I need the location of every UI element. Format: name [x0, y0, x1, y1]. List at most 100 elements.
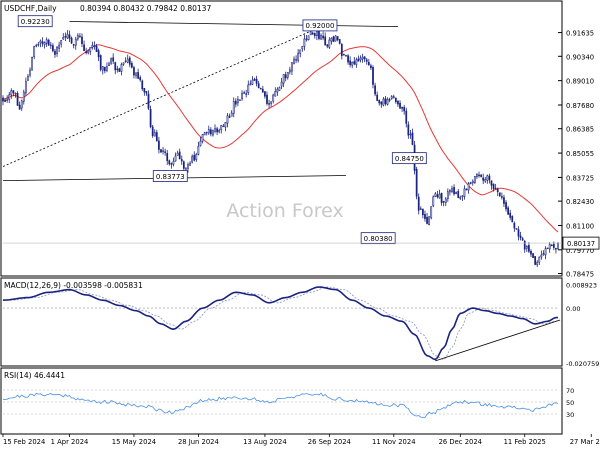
candle-body: [513, 222, 516, 229]
candle-body: [272, 94, 275, 102]
candle-body: [449, 190, 451, 193]
candle-body: [515, 228, 518, 230]
candle-body: [555, 247, 557, 250]
macd-tick-label: -0.020759: [566, 360, 599, 368]
candle-body: [550, 244, 553, 247]
candle-body: [118, 68, 121, 72]
price-panel-frame: [0, 0, 563, 277]
candle-body: [74, 38, 77, 46]
macd-panel-frame: [0, 277, 563, 367]
candle-body: [544, 248, 547, 256]
candle-body: [22, 91, 25, 102]
candle-body: [330, 37, 333, 42]
candle-body: [538, 256, 541, 263]
candle-body: [101, 66, 104, 71]
candle-body: [137, 72, 139, 79]
candle-body: [367, 61, 370, 66]
candle-body: [116, 68, 119, 71]
candle-body: [189, 162, 191, 166]
candle-body: [193, 154, 196, 161]
candle-body: [147, 93, 150, 109]
candle-body: [411, 132, 414, 145]
candle-body: [424, 213, 426, 219]
candle-body: [492, 183, 495, 190]
candle-body: [316, 31, 318, 37]
candle-body: [18, 104, 21, 110]
candle-body: [33, 46, 36, 57]
candle-body: [195, 154, 198, 160]
candle-body: [278, 87, 281, 91]
rsi-series: [2, 389, 559, 418]
candle-body: [482, 177, 485, 181]
rsi-tick-label: 70: [566, 387, 574, 395]
annotation-box: [360, 232, 396, 245]
candle-body: [133, 67, 135, 76]
candle-body: [444, 198, 447, 204]
candle-body: [405, 110, 408, 124]
candle-body: [476, 174, 478, 177]
candle-body: [201, 134, 204, 142]
candle-body: [10, 90, 13, 96]
candle-body: [291, 62, 293, 72]
candle-body: [239, 99, 241, 101]
x-tick-label: 13 Aug 2024: [243, 438, 287, 446]
candle-body: [297, 52, 300, 61]
candle-body: [428, 216, 430, 225]
candle-body: [205, 131, 208, 134]
candle-body: [301, 46, 304, 50]
candle-body: [243, 92, 245, 94]
candle-body: [245, 93, 248, 95]
candle-body: [108, 63, 110, 66]
macd-y-axis: 0.008923 0.00 -0.020759: [566, 282, 599, 368]
annotation-box: [152, 170, 188, 182]
candle-body: [322, 35, 324, 39]
candle-body: [336, 36, 339, 40]
candle-body: [151, 126, 154, 136]
candle-body: [465, 188, 468, 191]
candle-body: [216, 128, 218, 133]
candle-body: [81, 36, 83, 45]
candle-body: [467, 183, 470, 191]
candle-body: [214, 128, 216, 132]
macd-trendline: [435, 319, 561, 362]
candle-body: [197, 145, 200, 155]
candle-body: [357, 58, 360, 62]
candle-body: [266, 94, 268, 104]
candle-body: [237, 98, 239, 104]
candle-body: [293, 58, 295, 64]
candle-body: [168, 160, 171, 165]
candle-body: [507, 207, 509, 215]
candle-body: [14, 92, 17, 95]
candle-body: [218, 129, 221, 133]
candle-body: [27, 75, 29, 81]
annotation-label: 0.83773: [156, 173, 185, 181]
macd-tick-label: 0.008923: [566, 282, 597, 290]
candle-body: [207, 129, 210, 134]
candle-body: [523, 241, 526, 250]
candle-body: [419, 208, 422, 210]
rsi-panel-frame: [0, 367, 563, 435]
macd-tick-label: 0.00: [566, 305, 580, 313]
candle-body: [203, 132, 206, 136]
candle-body: [20, 100, 23, 109]
candle-body: [361, 56, 364, 60]
candle-body: [498, 192, 501, 197]
candle-body: [284, 74, 287, 79]
candle-body: [222, 125, 225, 128]
candle-body: [382, 98, 385, 106]
candle-body: [548, 244, 551, 250]
candle-body: [124, 60, 127, 62]
candle-body: [286, 72, 289, 78]
candle-body: [12, 90, 15, 94]
moving-average: [2, 44, 559, 233]
candle-body: [486, 175, 489, 181]
annotation-label: 0.84750: [395, 155, 424, 163]
price-tick-label: 0.82430: [566, 198, 594, 206]
candle-body: [534, 256, 537, 265]
candle-body: [469, 182, 472, 184]
x-tick-label: 11 Feb 2025: [504, 438, 546, 446]
price-tick-label: 0.79770: [566, 247, 594, 255]
price-tick-label: 0.87680: [566, 102, 594, 110]
price-tick-label: 0.89010: [566, 78, 594, 86]
